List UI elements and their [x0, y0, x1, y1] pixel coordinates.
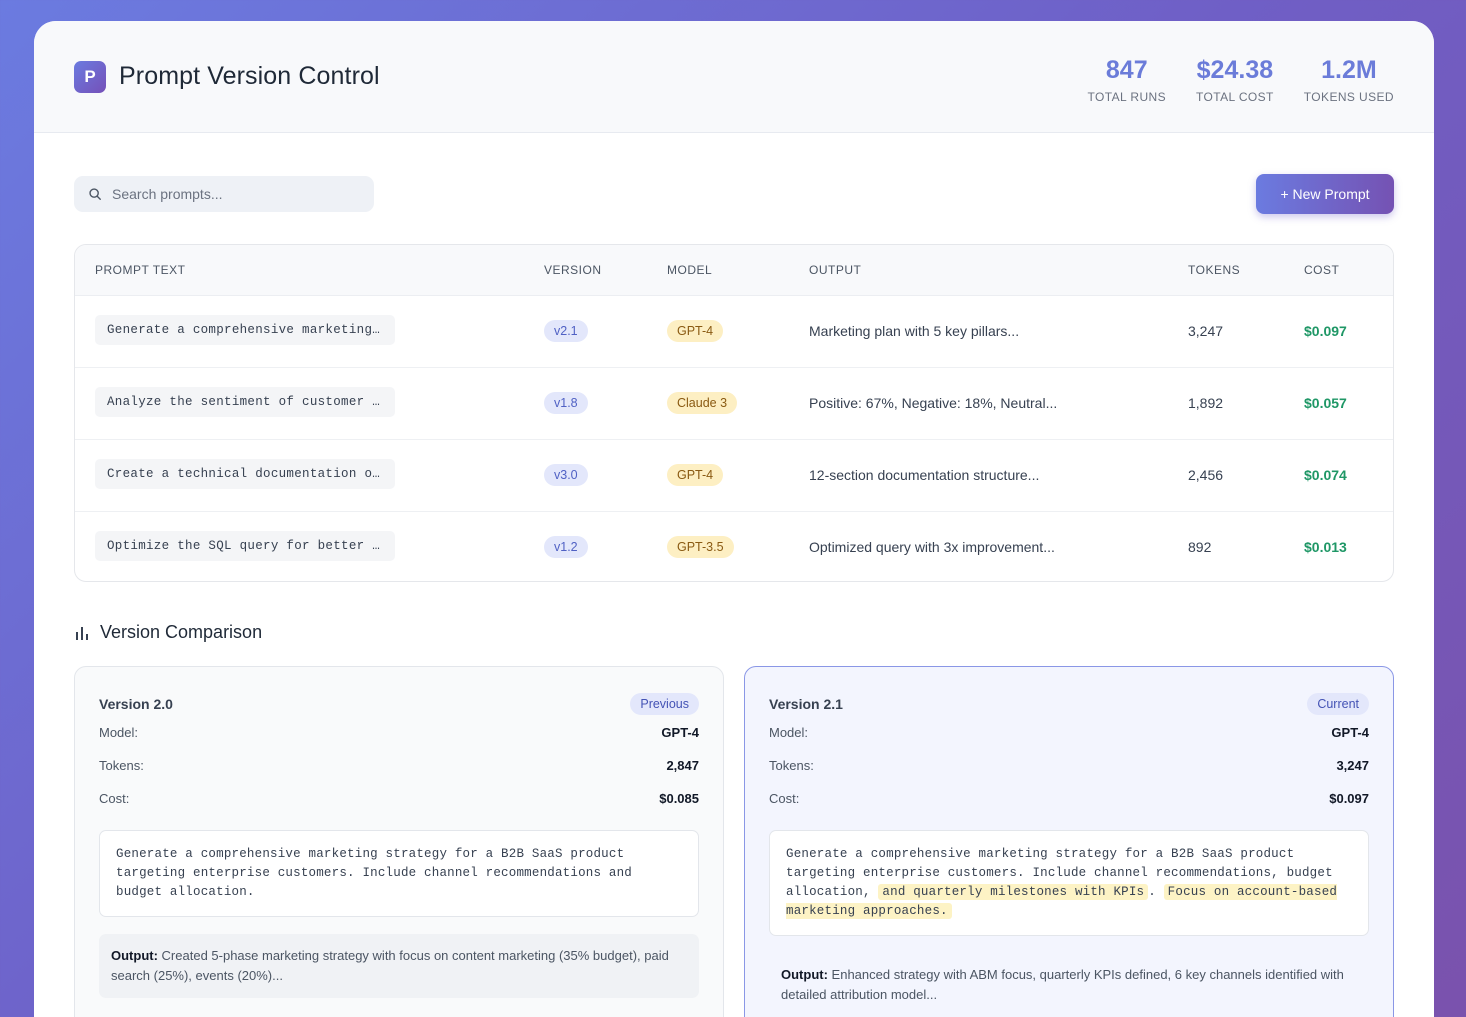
column-header-prompt[interactable]: PROMPT TEXT [75, 245, 544, 296]
tokens-label: Tokens: [769, 758, 814, 773]
cost-value: $0.013 [1304, 539, 1347, 556]
cost-value: $0.057 [1304, 367, 1393, 440]
output-label: Output: [781, 967, 828, 982]
tokens-value: 3,247 [1188, 295, 1304, 368]
prompt-text: Generate a comprehensive marketing strat… [95, 314, 395, 345]
stat-value: 847 [1105, 55, 1148, 84]
column-header-version[interactable]: VERSION [544, 245, 667, 296]
tokens-value: 892 [1188, 539, 1212, 556]
version-title: Version 2.1 [769, 696, 843, 712]
output-box: Output: Created 5-phase marketing strate… [99, 934, 699, 998]
table-header-row: PROMPT TEXT VERSION MODEL OUTPUT TOKENS … [75, 245, 1393, 296]
output-text: Created 5-phase marketing strategy with … [111, 948, 669, 983]
stats-bar: 847 TOTAL RUNS $24.38 TOTAL COST 1.2M TO… [1088, 50, 1394, 104]
model-badge: GPT-4 [667, 464, 724, 486]
version-title: Version 2.0 [99, 696, 173, 712]
prompt-text: Optimize the SQL query for better perfor… [95, 530, 395, 561]
cost-value: $0.097 [1329, 791, 1369, 806]
new-prompt-button[interactable]: + New Prompt [1256, 174, 1394, 214]
model-row: Model: GPT-4 [769, 716, 1369, 749]
cost-row: Cost: $0.085 [99, 782, 699, 815]
output-box: Output: Enhanced strategy with ABM focus… [769, 953, 1369, 1017]
tokens-value: 1,892 [1188, 367, 1304, 440]
version-comparison-heading: Version Comparison [74, 622, 262, 643]
prompt-separator: . [1148, 885, 1156, 899]
stat-label: TOTAL COST [1196, 89, 1274, 104]
model-label: Model: [769, 725, 809, 740]
cost-label: Cost: [769, 791, 800, 806]
tokens-value: 3,247 [1336, 758, 1369, 773]
output-text: Optimized query with 3x improvement... [809, 539, 1055, 556]
cost-value: $0.097 [1304, 295, 1393, 368]
tokens-label: Tokens: [99, 758, 144, 773]
table-row[interactable]: Optimize the SQL query for better perfor… [75, 511, 1393, 581]
tokens-value: 2,456 [1188, 439, 1304, 512]
toolbar: + New Prompt [74, 174, 1394, 214]
stat-value: $24.38 [1196, 55, 1274, 84]
column-header-tokens[interactable]: TOKENS [1188, 245, 1304, 296]
tokens-row: Tokens: 2,847 [99, 749, 699, 782]
prompt-text: Analyze the sentiment of customer review… [95, 386, 395, 417]
app-logo: P [74, 60, 106, 93]
prompt-text: Create a technical documentation outline… [95, 458, 395, 489]
stat-label: TOKENS USED [1303, 89, 1394, 104]
previous-tag: Previous [630, 693, 699, 715]
output-text: 12-section documentation structure... [809, 439, 1188, 512]
added-text-highlight: and quarterly milestones with KPIs [878, 884, 1149, 900]
cost-value: $0.085 [659, 791, 699, 806]
model-row: Model: GPT-4 [99, 716, 699, 749]
brand: P Prompt Version Control [74, 60, 380, 93]
tokens-value: 2,847 [666, 758, 699, 773]
model-badge: GPT-3.5 [667, 536, 734, 559]
model-label: Model: [99, 725, 139, 740]
model-value: GPT-4 [661, 725, 699, 740]
prompt-code-box: Generate a comprehensive marketing strat… [769, 830, 1369, 936]
output-text: Positive: 67%, Negative: 18%, Neutral... [809, 367, 1188, 440]
cost-label: Cost: [99, 791, 130, 806]
search-icon [89, 188, 101, 200]
output-text: Marketing plan with 5 key pillars... [809, 295, 1188, 368]
search-box[interactable] [74, 176, 374, 212]
prompt-base-text: Generate a comprehensive marketing strat… [786, 847, 1333, 899]
current-tag: Current [1307, 693, 1369, 715]
table-row[interactable]: Create a technical documentation outline… [75, 439, 1393, 512]
table-row[interactable]: Analyze the sentiment of customer review… [75, 367, 1393, 440]
app-header: P Prompt Version Control 847 TOTAL RUNS … [34, 21, 1434, 133]
prompts-table: PROMPT TEXT VERSION MODEL OUTPUT TOKENS … [74, 244, 1394, 582]
model-badge: Claude 3 [667, 392, 738, 414]
app-card: P Prompt Version Control 847 TOTAL RUNS … [34, 21, 1434, 1017]
app-title: Prompt Version Control [119, 62, 380, 90]
bar-chart-icon [76, 626, 88, 640]
output-label: Output: [111, 948, 158, 963]
column-header-cost[interactable]: COST [1304, 245, 1393, 296]
version-badge: v1.2 [544, 536, 588, 559]
stat-value: 1.2M [1321, 55, 1377, 84]
stat-tokens-used: 1.2M TOKENS USED [1304, 56, 1394, 104]
previous-version-panel: Version 2.0 Previous Model: GPT-4 Tokens:… [74, 666, 724, 1017]
column-header-output[interactable]: OUTPUT [809, 245, 1188, 296]
section-title: Version Comparison [100, 622, 263, 642]
cost-row: Cost: $0.097 [769, 782, 1369, 815]
model-badge: GPT-4 [667, 320, 724, 342]
model-value: GPT-4 [1331, 725, 1369, 740]
output-text: Enhanced strategy with ABM focus, quarte… [781, 967, 1344, 1002]
column-header-model[interactable]: MODEL [667, 245, 809, 296]
cost-value: $0.074 [1304, 439, 1393, 512]
version-badge: v1.8 [544, 392, 588, 414]
prompt-code-box: Generate a comprehensive marketing strat… [99, 830, 699, 917]
stat-label: TOTAL RUNS [1087, 89, 1166, 104]
table-row[interactable]: Generate a comprehensive marketing strat… [75, 295, 1393, 368]
stat-total-cost: $24.38 TOTAL COST [1196, 56, 1274, 104]
search-input[interactable] [112, 186, 352, 202]
current-version-panel: Version 2.1 Current Model: GPT-4 Tokens: 3… [744, 666, 1394, 1017]
version-badge: v3.0 [544, 464, 588, 486]
version-badge: v2.1 [544, 320, 588, 342]
stat-total-runs: 847 TOTAL RUNS [1088, 56, 1166, 104]
tokens-row: Tokens: 3,247 [769, 749, 1369, 782]
